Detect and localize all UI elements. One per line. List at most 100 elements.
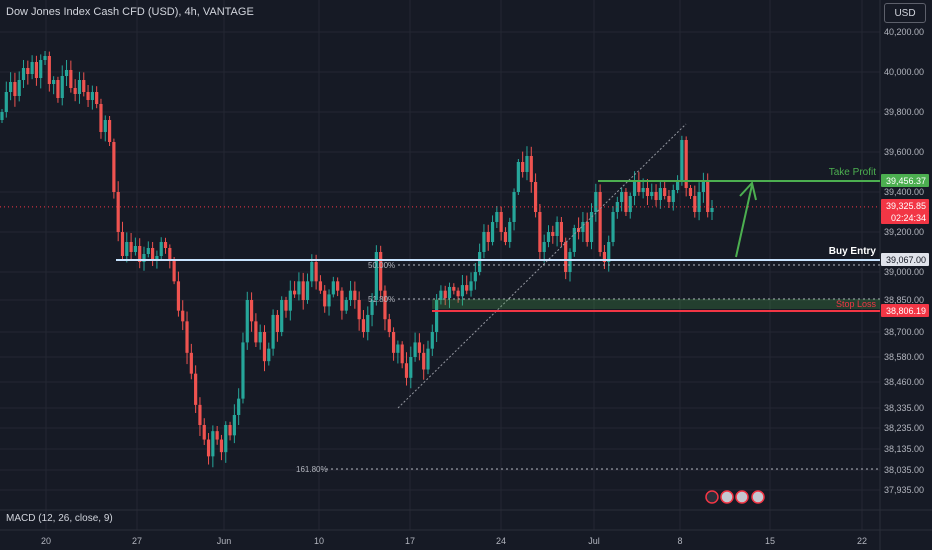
candle-body [288, 290, 292, 311]
candle-body [60, 76, 64, 98]
candle-body [262, 332, 267, 362]
candle-body [469, 281, 473, 291]
candle-body [168, 248, 172, 260]
candle-body [0, 112, 4, 120]
candle-body [706, 182, 710, 212]
candle-body [486, 232, 490, 242]
candle-body [422, 352, 426, 370]
candle-body [194, 373, 198, 405]
candle-body [508, 222, 512, 242]
candle-body [607, 242, 611, 262]
currency-button[interactable]: USD [884, 3, 926, 23]
candle-body [275, 314, 279, 332]
candle-body [602, 252, 607, 262]
candle-body [82, 80, 86, 92]
candle-body [344, 300, 348, 311]
candle-body [391, 332, 396, 353]
candle-body [688, 188, 693, 196]
candle-body [353, 290, 357, 300]
current-price-tag: 39,325.85 [881, 199, 929, 212]
candle-body [654, 192, 658, 200]
candle-body [301, 281, 305, 300]
time-tick-label: 27 [132, 536, 142, 546]
candle-body [559, 222, 563, 242]
candle-body [206, 439, 211, 457]
candle-body [675, 180, 680, 190]
candle-body [90, 92, 94, 100]
candle-body [568, 252, 572, 272]
candle-body [641, 188, 645, 192]
candle-body [336, 281, 340, 291]
candle-body [396, 344, 400, 353]
candle-body [254, 321, 258, 343]
candle-body [47, 56, 51, 84]
candle-body [34, 62, 39, 78]
buy-entry-label: Buy Entry [829, 246, 877, 257]
candle-body [21, 68, 26, 80]
candle-body [589, 212, 594, 242]
candle-body [211, 431, 215, 457]
candle-body [546, 232, 551, 242]
time-tick-label: Jul [588, 536, 600, 546]
candle-body [435, 300, 439, 332]
candle-body [249, 300, 254, 322]
candle-body [39, 60, 43, 78]
candle-body [142, 254, 146, 262]
fib-trend-line [397, 123, 687, 409]
candle-body [387, 319, 391, 332]
candle-body [551, 232, 555, 236]
price-tick-label: 39,800.00 [884, 107, 924, 117]
candle-body [293, 290, 297, 295]
candle-body [426, 348, 430, 370]
candle-body [30, 62, 34, 74]
stop-zone [432, 299, 880, 309]
candle-body [490, 222, 495, 242]
candle-body [658, 188, 662, 200]
candle-body [219, 439, 224, 453]
time-tick-label: 15 [765, 536, 775, 546]
macd-indicator-label: MACD (12, 26, close, 9) [6, 513, 113, 524]
candle-body [465, 285, 469, 291]
candle-body [323, 290, 327, 307]
candle-body [452, 286, 456, 291]
event-icon [720, 490, 734, 504]
candle-body [224, 425, 228, 453]
fib-level-label: 51.80% [368, 295, 395, 304]
candle-body [271, 314, 275, 349]
candle-body [594, 192, 598, 212]
candle-body [366, 314, 370, 332]
candle-body [555, 222, 559, 236]
candle-body [361, 319, 366, 332]
arrow-shaft [735, 184, 753, 258]
candle-body [189, 352, 193, 374]
candle-body [56, 80, 60, 98]
candle-body [185, 321, 189, 353]
price-tick-label: 38,035.00 [884, 465, 924, 475]
candle-body [538, 212, 542, 252]
candle-body [650, 192, 654, 196]
price-tick-label: 39,600.00 [884, 147, 924, 157]
candle-body [181, 310, 185, 322]
candle-body [112, 142, 116, 192]
price-tick-label: 38,850.00 [884, 295, 924, 305]
candle-body [533, 182, 538, 212]
trade-levels: Take Profit Buy Entry Stop Loss [116, 167, 880, 312]
candle-body [129, 242, 133, 252]
price-tick-label: 37,935.00 [884, 485, 924, 495]
candle-body [439, 290, 443, 300]
candle-body [95, 92, 99, 104]
candle-body [637, 182, 641, 192]
take-profit-tag-text: 39,456.37 [886, 176, 926, 186]
candle-body [581, 222, 585, 232]
candle-body [198, 404, 202, 425]
candle-body [516, 162, 520, 192]
candle-body [667, 196, 671, 202]
event-icons [705, 490, 765, 504]
take-profit-tag-bg [881, 174, 929, 187]
candle-body [671, 190, 675, 202]
candle-body [17, 80, 21, 96]
candle-body [340, 290, 344, 311]
candle-body [413, 342, 417, 357]
